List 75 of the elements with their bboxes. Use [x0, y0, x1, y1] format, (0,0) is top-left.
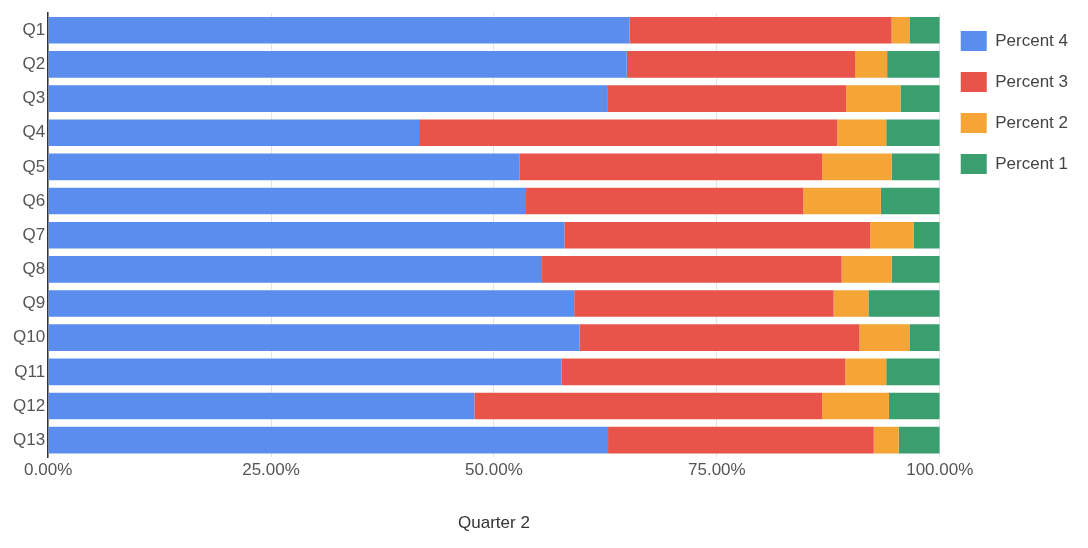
bar — [48, 290, 575, 317]
bar — [574, 290, 834, 317]
bar — [48, 187, 527, 215]
y-tick-label: Q12 — [12, 395, 46, 415]
bar — [898, 426, 940, 454]
bar — [48, 324, 580, 351]
bar — [891, 256, 940, 283]
bar — [900, 85, 940, 112]
bar — [888, 392, 940, 420]
bar — [48, 153, 520, 181]
bar — [561, 358, 846, 386]
bar — [526, 187, 804, 215]
bar — [870, 221, 914, 249]
y-tick-label: Q8 — [22, 259, 46, 279]
y-tick-label: Q2 — [22, 54, 46, 74]
bar — [909, 324, 940, 351]
legend-label: Percent 1 — [995, 153, 1068, 173]
bar — [868, 290, 940, 317]
bar — [837, 119, 887, 147]
bar — [859, 324, 910, 351]
bar — [846, 85, 901, 112]
bar — [48, 426, 609, 454]
y-tick-label: Q9 — [22, 293, 46, 313]
bar — [48, 85, 608, 112]
y-tick-label: Q6 — [22, 190, 46, 210]
x-tick-label: 0.00% — [24, 460, 73, 480]
bar — [48, 16, 630, 44]
legend-label: Percent 2 — [995, 112, 1068, 132]
bar — [519, 153, 823, 181]
bar — [822, 392, 889, 420]
bar — [909, 16, 940, 44]
bar — [913, 221, 940, 249]
bar — [886, 358, 940, 386]
bar — [579, 324, 860, 351]
bar — [886, 119, 940, 147]
bar — [48, 221, 565, 249]
legend-label: Percent 4 — [995, 30, 1068, 50]
y-tick-label: Q7 — [22, 224, 46, 244]
y-tick-label: Q3 — [22, 88, 46, 108]
bar — [855, 51, 888, 78]
y-tick-label: Q11 — [14, 361, 46, 381]
bar — [48, 119, 420, 147]
bar — [891, 153, 940, 181]
bar — [607, 85, 847, 112]
bar — [608, 426, 874, 454]
bar — [803, 187, 881, 215]
x-tick-label: 100.00% — [906, 460, 974, 480]
bar — [474, 392, 823, 420]
y-tick-label: Q1 — [22, 19, 46, 39]
legend-label: Percent 3 — [995, 71, 1068, 91]
bar — [822, 153, 892, 181]
bar — [48, 392, 475, 420]
bar — [48, 51, 627, 78]
bar — [845, 358, 887, 386]
x-tick-label: 50.00% — [465, 460, 523, 480]
bar — [887, 51, 940, 78]
bar — [542, 256, 842, 283]
bar — [873, 426, 899, 454]
y-tick-label: Q13 — [12, 429, 46, 449]
bar — [48, 358, 562, 386]
bar — [626, 51, 856, 78]
bar — [841, 256, 892, 283]
bar — [564, 221, 871, 249]
y-tick-label: Q4 — [22, 122, 46, 142]
y-tick-label: Q10 — [12, 327, 46, 347]
x-tick-label: 25.00% — [242, 460, 300, 480]
bar — [833, 290, 869, 317]
bar — [419, 119, 838, 147]
bar — [880, 187, 940, 215]
x-tick-label: 75.00% — [688, 460, 746, 480]
bar — [629, 16, 892, 44]
bar — [48, 256, 543, 283]
bar — [891, 16, 910, 44]
x-axis-title: Quarter 2 — [458, 513, 530, 533]
y-tick-label: Q5 — [22, 156, 46, 176]
